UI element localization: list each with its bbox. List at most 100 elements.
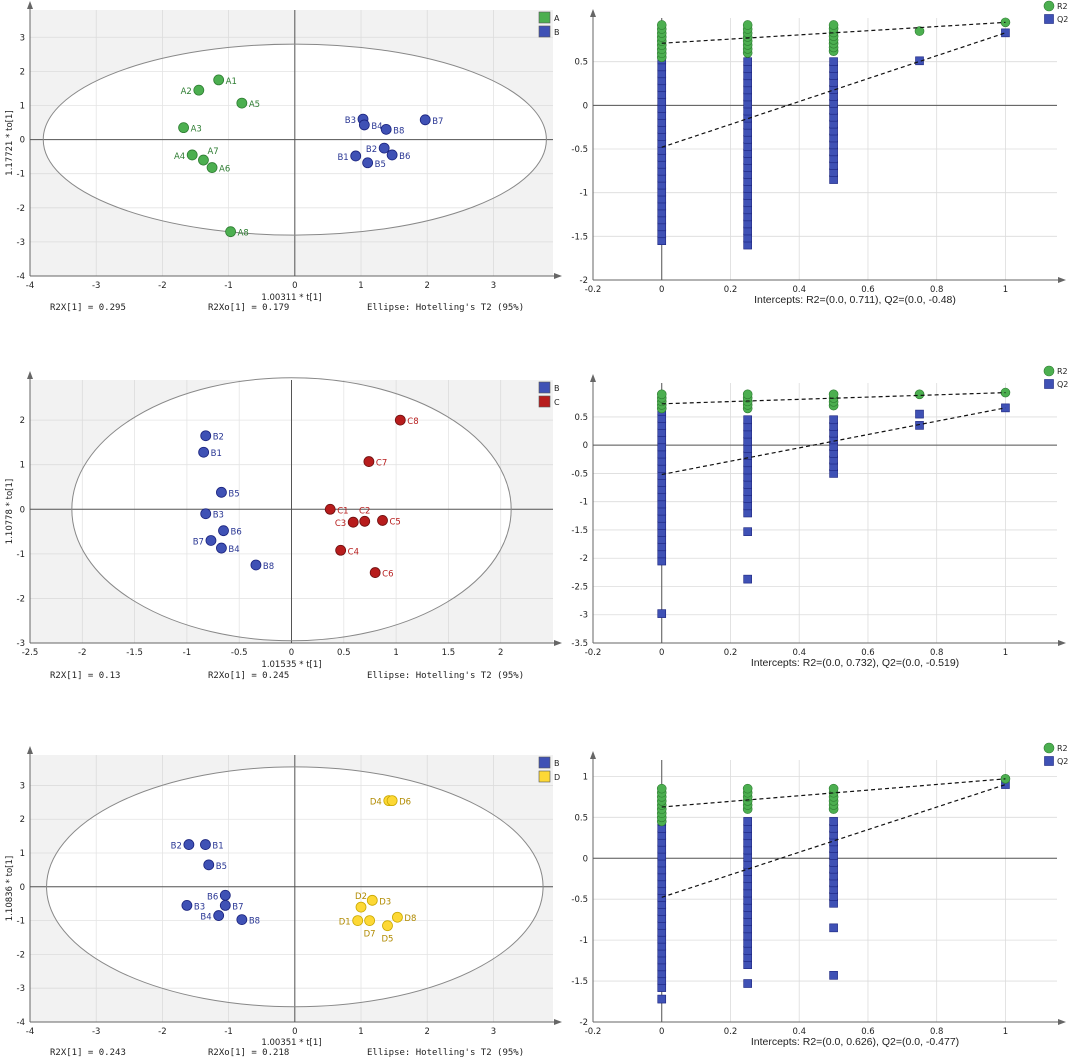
- q2-marker: [743, 508, 752, 518]
- point-b8: [380, 123, 392, 135]
- y-tick-label: 0: [20, 883, 25, 893]
- y-tick-label: 0: [20, 136, 25, 146]
- r2xo-footer: R2Xo[1] = 0.218: [208, 1048, 289, 1058]
- ellipse-interior: [46, 766, 544, 1007]
- point-label-b2: B2: [213, 433, 224, 443]
- point-label-b1: B1: [212, 842, 223, 852]
- y-tick-label: 2: [20, 416, 25, 426]
- q2-marker: [657, 414, 667, 423]
- point-b4: [213, 910, 225, 921]
- point-b7: [219, 899, 231, 911]
- permutation-plot-1: -0.2 0 0.2 0.4 0.6 0.8 1 -2 -1.5 -1 -0.5 0 0.5 R2 Q2 In…: [571, 0, 1068, 306]
- r2-marker: [914, 26, 925, 36]
- r2-marker: [742, 783, 753, 794]
- x-axis-label: 1.01535 * t[1]: [261, 660, 321, 670]
- x-tick-label: -1: [224, 281, 232, 291]
- x-tick-label: 0.4: [792, 648, 806, 658]
- r2-regression-line: [661, 392, 1006, 405]
- r2-marker: [828, 20, 839, 30]
- point-label-b3: B3: [345, 116, 356, 126]
- point-b8: [250, 559, 262, 571]
- point-label-a8: A8: [238, 229, 249, 239]
- point-c2: [359, 515, 371, 527]
- q2-marker: [743, 436, 752, 446]
- x-tick-label: 0: [292, 1027, 297, 1037]
- q2-marker: [657, 556, 667, 566]
- point-label-c4: C4: [348, 547, 359, 557]
- q2-marker: [657, 442, 667, 452]
- q2-marker: [743, 465, 752, 475]
- legend-label-r2: R2: [1057, 2, 1068, 11]
- q2-marker: [743, 429, 752, 439]
- y-axis-arrow: [27, 746, 33, 754]
- ellipse-footer: Ellipse: Hotelling's T2 (95%): [367, 1048, 524, 1058]
- point-b6: [219, 889, 231, 901]
- x-tick-label: 0.2: [724, 648, 738, 658]
- point-b1: [198, 446, 210, 458]
- q2-marker: [657, 542, 667, 552]
- x-tick-label: -2: [78, 648, 86, 658]
- x-tick-label: 1: [358, 1027, 363, 1037]
- y-tick-label: -0.5: [571, 469, 588, 479]
- q2-marker: [743, 480, 752, 489]
- q2-marker: [743, 824, 752, 833]
- point-a3: [178, 122, 189, 134]
- q2-marker: [743, 946, 752, 955]
- point-label-d7: D7: [364, 930, 376, 940]
- x-tick-label: 2: [425, 281, 430, 291]
- x-tick-label: 0.8: [930, 285, 944, 295]
- point-label-c3: C3: [335, 519, 346, 529]
- q2-marker: [743, 938, 752, 948]
- score-plot-2: -2.5 -2 -1.5 -1 -0.5 0 0.5 1 1.5 2 -3 -2 -1 0 1 2 B2 B1 B5…: [5, 371, 562, 681]
- x-tick-label: 0.5: [337, 648, 351, 658]
- hotelling-ellipse: [46, 766, 544, 1008]
- y-tick-label: 0.5: [574, 413, 588, 423]
- point-b2: [378, 142, 390, 154]
- point-label-b6: B6: [399, 152, 410, 162]
- q2-marker: [743, 838, 752, 848]
- point-b5: [203, 859, 215, 871]
- x-tick-label: 0.2: [724, 285, 738, 295]
- x-axis-arrow: [554, 1019, 562, 1025]
- q2-marker: [657, 521, 667, 530]
- point-label-a3: A3: [191, 125, 202, 135]
- y-axis-arrow: [27, 1, 33, 9]
- x-tick-label: 3: [491, 1027, 496, 1037]
- q2-marker: [743, 845, 752, 855]
- y-axis-label: 1.10778 * to[1]: [5, 479, 15, 544]
- point-label-a6: A6: [219, 165, 230, 175]
- y-tick-label: -4: [17, 272, 25, 282]
- point-label-a2: A2: [181, 87, 192, 97]
- q2-marker: [743, 415, 752, 425]
- legend-label-d: D: [554, 773, 560, 782]
- x-axis-arrow: [554, 273, 562, 279]
- ellipse-interior: [71, 380, 512, 641]
- x-tick-label: 2: [425, 1027, 430, 1037]
- r2-marker: [828, 783, 839, 794]
- legend-label-q2: Q2: [1057, 15, 1068, 24]
- point-a4: [186, 149, 198, 161]
- x-axis-arrow: [1058, 1019, 1066, 1025]
- q2-marker: [743, 494, 752, 503]
- q2-marker: [743, 472, 752, 482]
- legend-label-b: B: [554, 28, 560, 37]
- x-tick-label: 0: [659, 285, 664, 295]
- x-tick-label: 3: [491, 281, 496, 291]
- y-tick-label: -2: [17, 204, 25, 214]
- y-tick-label: -1.5: [571, 526, 588, 536]
- y-tick-label: -3: [580, 611, 588, 621]
- y-axis-arrow: [590, 9, 596, 17]
- legend-label-q2: Q2: [1057, 380, 1068, 389]
- x-tick-label: 0: [289, 648, 294, 658]
- point-b8: [236, 914, 248, 925]
- legend-q2-marker: [1044, 379, 1054, 389]
- x-tick-label: 1: [393, 648, 398, 658]
- q2-marker: [743, 931, 752, 941]
- y-tick-label: -3: [17, 984, 25, 994]
- legend-label-q2: Q2: [1057, 757, 1068, 766]
- x-tick-label: 2: [498, 648, 503, 658]
- x-tick-label: -4: [26, 1027, 34, 1037]
- y-tick-label: -1: [580, 189, 588, 199]
- point-d1: [352, 915, 364, 927]
- y-tick-label: 3: [20, 781, 25, 791]
